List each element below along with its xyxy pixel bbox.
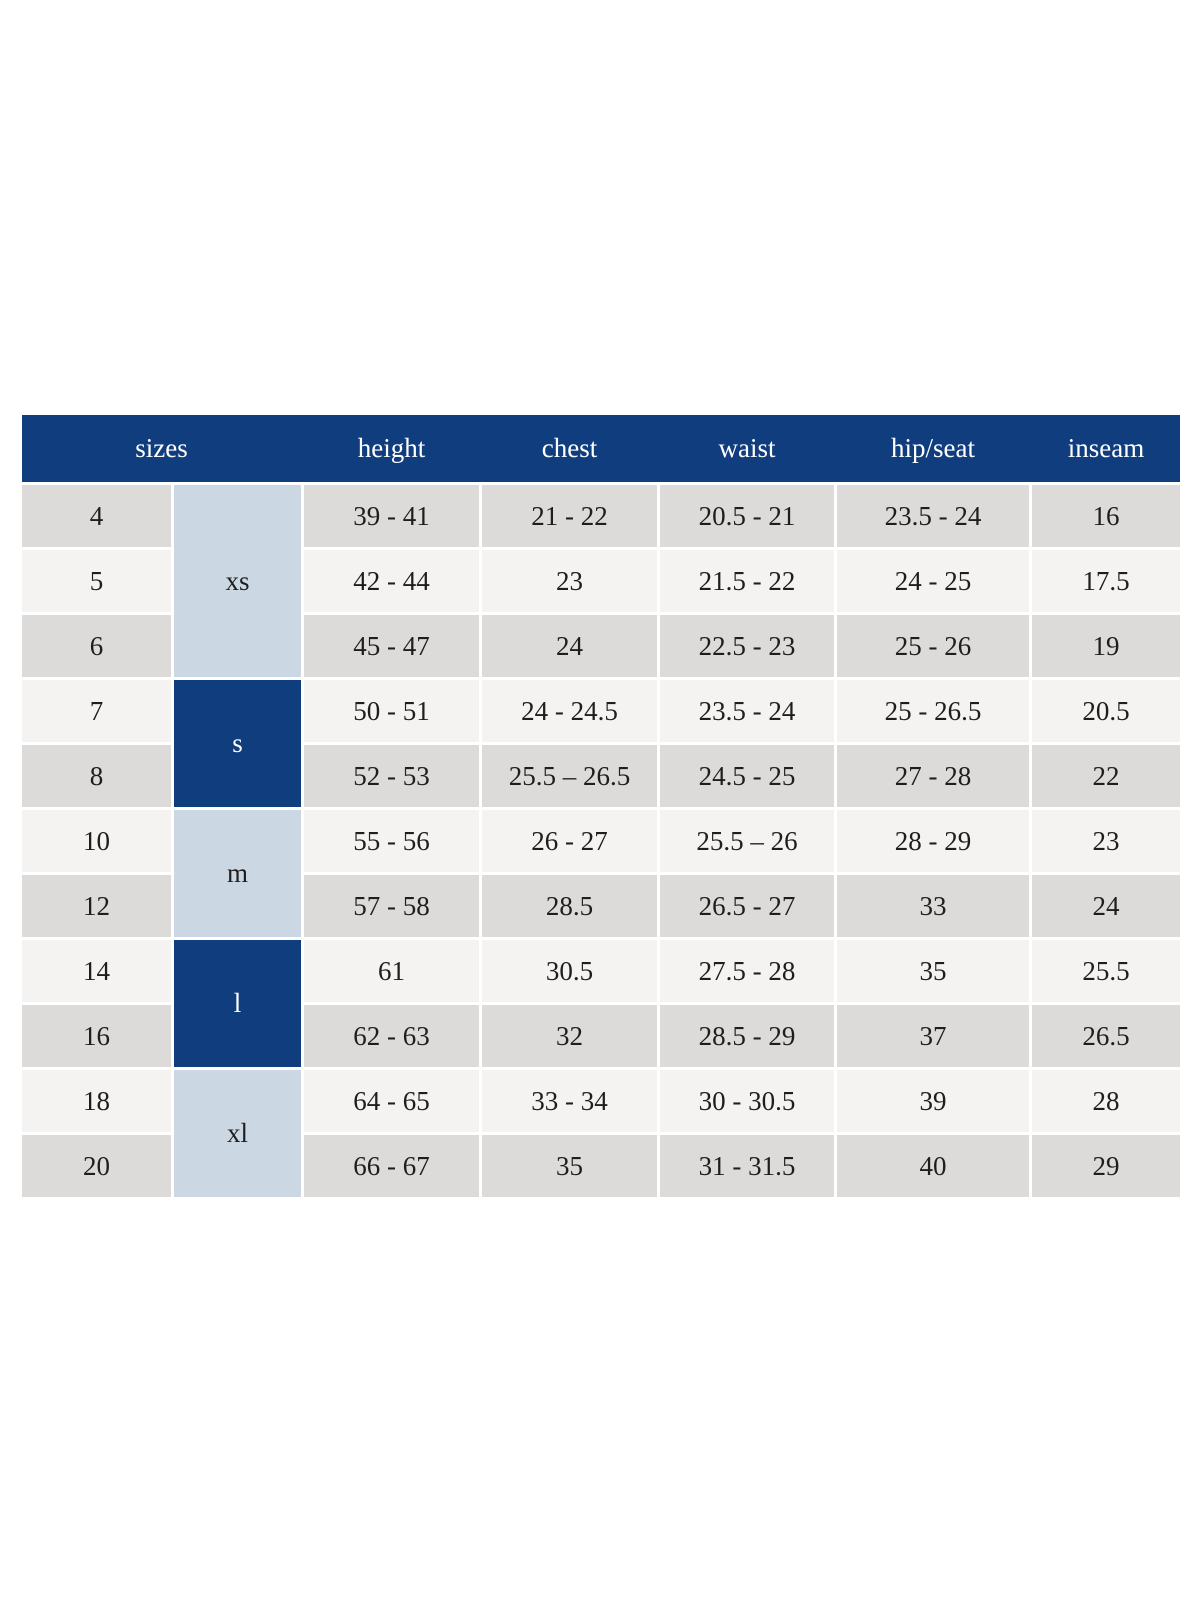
chest-cell: 32 xyxy=(482,1005,657,1067)
hip-seat-cell: 33 xyxy=(837,875,1029,937)
inseam-cell: 26.5 xyxy=(1032,1005,1180,1067)
height-cell: 50 - 51 xyxy=(304,680,479,742)
hip-seat-cell: 23.5 - 24 xyxy=(837,485,1029,547)
waist-cell: 28.5 - 29 xyxy=(660,1005,834,1067)
size-group-cell-l: l xyxy=(174,940,301,1067)
table-header-row: sizes height chest waist hip/seat inseam xyxy=(22,415,1180,482)
column-header-waist: waist xyxy=(718,433,776,463)
chest-cell: 35 xyxy=(482,1135,657,1197)
size-cell: 18 xyxy=(22,1070,171,1132)
height-cell: 45 - 47 xyxy=(304,615,479,677)
waist-cell: 22.5 - 23 xyxy=(660,615,834,677)
column-header-hip-seat: hip/seat xyxy=(891,433,975,463)
height-cell: 66 - 67 xyxy=(304,1135,479,1197)
hip-seat-cell: 35 xyxy=(837,940,1029,1002)
waist-cell: 30 - 30.5 xyxy=(660,1070,834,1132)
height-cell: 57 - 58 xyxy=(304,875,479,937)
inseam-cell: 16 xyxy=(1032,485,1180,547)
hip-seat-cell: 24 - 25 xyxy=(837,550,1029,612)
hip-seat-cell: 27 - 28 xyxy=(837,745,1029,807)
size-cell: 16 xyxy=(22,1005,171,1067)
waist-cell: 27.5 - 28 xyxy=(660,940,834,1002)
waist-cell: 24.5 - 25 xyxy=(660,745,834,807)
inseam-cell: 28 xyxy=(1032,1070,1180,1132)
inseam-cell: 17.5 xyxy=(1032,550,1180,612)
hip-seat-cell: 28 - 29 xyxy=(837,810,1029,872)
size-cell: 6 xyxy=(22,615,171,677)
chest-cell: 23 xyxy=(482,550,657,612)
size-cell: 5 xyxy=(22,550,171,612)
size-group-cell-xl: xl xyxy=(174,1070,301,1197)
size-group-cell-xs: xs xyxy=(174,485,301,677)
chest-cell: 33 - 34 xyxy=(482,1070,657,1132)
waist-cell: 31 - 31.5 xyxy=(660,1135,834,1197)
height-cell: 61 xyxy=(304,940,479,1002)
size-cell: 14 xyxy=(22,940,171,1002)
column-header-sizes: sizes xyxy=(135,433,188,463)
waist-cell: 23.5 - 24 xyxy=(660,680,834,742)
chest-cell: 24 xyxy=(482,615,657,677)
waist-cell: 20.5 - 21 xyxy=(660,485,834,547)
chest-cell: 28.5 xyxy=(482,875,657,937)
column-header-height: height xyxy=(357,433,426,463)
size-cell: 10 xyxy=(22,810,171,872)
chest-cell: 21 - 22 xyxy=(482,485,657,547)
column-header-chest: chest xyxy=(541,433,598,463)
hip-seat-cell: 37 xyxy=(837,1005,1029,1067)
waist-cell: 25.5 – 26 xyxy=(660,810,834,872)
hip-seat-cell: 40 xyxy=(837,1135,1029,1197)
waist-cell: 26.5 - 27 xyxy=(660,875,834,937)
inseam-cell: 19 xyxy=(1032,615,1180,677)
chest-cell: 26 - 27 xyxy=(482,810,657,872)
column-header-inseam: inseam xyxy=(1067,433,1145,463)
size-chart-table: sizes height chest waist hip/seat inseam… xyxy=(22,415,1180,1197)
size-group-cell-s: s xyxy=(174,680,301,807)
chest-cell: 30.5 xyxy=(482,940,657,1002)
size-cell: 7 xyxy=(22,680,171,742)
waist-cell: 21.5 - 22 xyxy=(660,550,834,612)
hip-seat-cell: 25 - 26 xyxy=(837,615,1029,677)
hip-seat-cell: 39 xyxy=(837,1070,1029,1132)
chest-cell: 25.5 – 26.5 xyxy=(482,745,657,807)
inseam-cell: 20.5 xyxy=(1032,680,1180,742)
height-cell: 52 - 53 xyxy=(304,745,479,807)
chest-cell: 24 - 24.5 xyxy=(482,680,657,742)
size-cell: 12 xyxy=(22,875,171,937)
height-cell: 64 - 65 xyxy=(304,1070,479,1132)
inseam-cell: 22 xyxy=(1032,745,1180,807)
height-cell: 42 - 44 xyxy=(304,550,479,612)
inseam-cell: 24 xyxy=(1032,875,1180,937)
size-cell: 20 xyxy=(22,1135,171,1197)
height-cell: 62 - 63 xyxy=(304,1005,479,1067)
inseam-cell: 23 xyxy=(1032,810,1180,872)
size-cell: 8 xyxy=(22,745,171,807)
size-group-cell-m: m xyxy=(174,810,301,937)
table-body: 4 39 - 41 21 - 22 20.5 - 21 23.5 - 24 16 5 42 -… xyxy=(22,485,1180,1197)
hip-seat-cell: 25 - 26.5 xyxy=(837,680,1029,742)
inseam-cell: 29 xyxy=(1032,1135,1180,1197)
height-cell: 39 - 41 xyxy=(304,485,479,547)
size-cell: 4 xyxy=(22,485,171,547)
inseam-cell: 25.5 xyxy=(1032,940,1180,1002)
height-cell: 55 - 56 xyxy=(304,810,479,872)
